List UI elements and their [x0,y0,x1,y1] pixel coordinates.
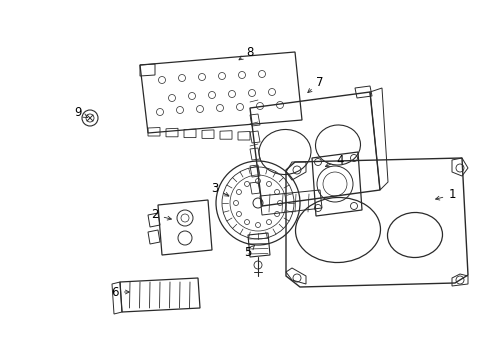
Text: 3: 3 [211,181,228,196]
Text: 7: 7 [307,76,323,93]
Text: 2: 2 [151,208,171,221]
Text: 1: 1 [435,189,455,202]
Text: 5: 5 [244,246,254,258]
Text: 8: 8 [239,45,253,60]
Text: 9: 9 [74,105,87,118]
Text: 4: 4 [325,153,343,167]
Text: 6: 6 [111,285,129,298]
